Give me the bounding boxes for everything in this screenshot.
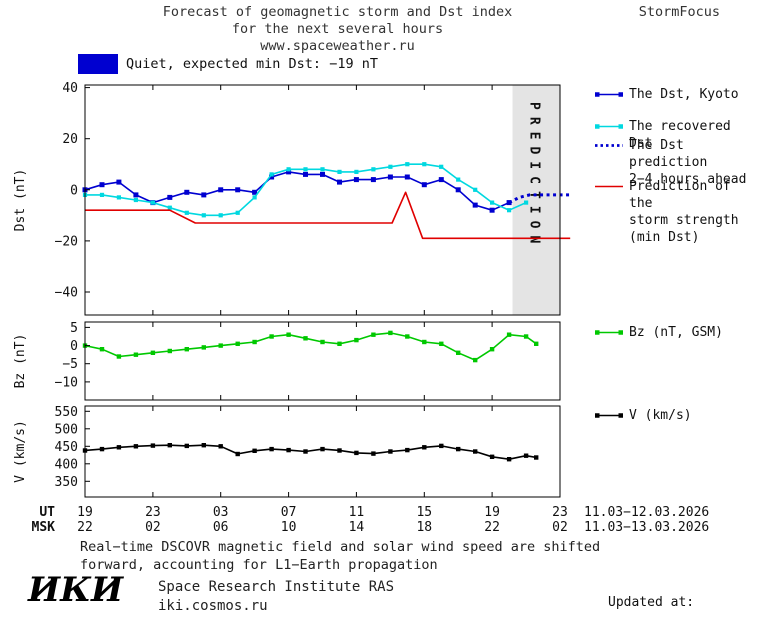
v-series — [84, 444, 537, 461]
title-line-1: Forecast of geomagnetic storm and Dst in… — [162, 4, 513, 20]
v-ytick-label: 500 — [55, 422, 78, 437]
ut-hour-label: 23 — [145, 505, 161, 520]
legend-entry-label: The Dst, Kyoto — [629, 87, 739, 102]
v-panel: 550 500 450 400 350 V (km/s) — [13, 405, 561, 498]
legend-entry-dst-prediction: The Dst prediction 2−4 hours ahead — [594, 137, 760, 188]
msk-hour-label: 06 — [213, 520, 229, 535]
ut-row-label: UT — [39, 505, 55, 520]
institute-site: iki.cosmos.ru — [158, 598, 268, 614]
iki-logo: ИКИ — [28, 570, 124, 610]
updated-block: Updated at: UT 19:05, 12.03.2026 MSK 22:… — [598, 560, 760, 620]
institute-block: Space Research Institute RAS iki.cosmos.… — [158, 578, 394, 616]
site-url: www.spaceweather.ru — [260, 38, 415, 54]
dst-ytick-label: 20 — [62, 132, 78, 147]
dst-ytick-label: 0 — [70, 183, 78, 198]
legend-entry-bz: Bz (nT, GSM) — [594, 324, 723, 341]
legend-entry-label: V (km/s) — [629, 408, 692, 423]
title-line-2: for the next several hours — [231, 21, 444, 37]
bz-plot-box — [84, 321, 561, 401]
bz-panel: 5 0 −5 −10 Bz (nT) — [13, 321, 561, 401]
legend-entry-storm-strength: Prediction of the storm strength (min Dst) — [594, 178, 760, 246]
legend-entry-v: V (km/s) — [594, 407, 692, 424]
institute-name: Space Research Institute RAS — [158, 579, 395, 595]
footnote-line-1: Real−time DSCOVR magnetic field and sola… — [80, 539, 601, 555]
msk-date-range: 11.03−13.03.2026 — [584, 520, 709, 535]
v-ytick-label: 350 — [55, 475, 78, 490]
footnote-line-2: forward, accounting for L1−Earth propaga… — [80, 557, 438, 573]
status-banner: Quiet, expected min Dst: −19 nT — [78, 54, 378, 74]
legend-entry-label: Bz (nT, GSM) — [629, 325, 723, 340]
v-legend-marker — [595, 413, 623, 418]
footnote: Real−time DSCOVR magnetic field and sola… — [80, 538, 600, 574]
msk-hour-label: 22 — [77, 520, 93, 535]
bz-ytick-label: −5 — [62, 357, 78, 372]
brand-stormfocus: StormFocus — [638, 4, 720, 20]
dst-prediction-series — [508, 193, 571, 204]
v-ytick-label: 400 — [55, 457, 78, 472]
ut-hour-label: 23 — [552, 505, 568, 520]
legend-entry-dst-kyoto: The Dst, Kyoto — [594, 86, 739, 103]
msk-hour-label: 14 — [349, 520, 365, 535]
v-ylabel: V (km/s) — [13, 420, 28, 483]
bz-ytick-label: 0 — [70, 339, 78, 354]
bz-ytick-label: −10 — [55, 375, 78, 390]
dst-ytick-label: 40 — [62, 81, 78, 96]
bz-legend-marker — [595, 330, 623, 335]
v-ytick-label: 550 — [55, 405, 78, 420]
ut-hour-label: 19 — [77, 505, 93, 520]
storm-strength-series — [85, 191, 571, 240]
dst-panel: PREDICTION 40 20 0 −20 −40 Dst (nT) — [13, 81, 571, 316]
msk-hour-label: 10 — [281, 520, 297, 535]
status-banner-text: Quiet, expected min Dst: −19 nT — [126, 56, 378, 72]
prediction-band-label: PREDICTION — [527, 102, 542, 250]
ut-hour-label: 15 — [416, 505, 432, 520]
charts-canvas: PREDICTION 40 20 0 −20 −40 Dst (nT) 5 0 −5 −10 Bz (… — [13, 81, 710, 535]
msk-row-label: MSK — [32, 520, 56, 535]
msk-hour-label: 02 — [145, 520, 161, 535]
updated-at-label: Updated at: — [608, 595, 695, 610]
ut-hour-label: 11 — [349, 505, 365, 520]
legend-entry-label: The Dst prediction 2−4 hours ahead — [629, 138, 747, 187]
dst-plot-box — [84, 84, 561, 316]
msk-hour-label: 22 — [484, 520, 500, 535]
v-ytick-label: 450 — [55, 440, 78, 455]
legend-entry-label: The recovered Dst — [629, 119, 731, 151]
legend-entry-dst-recovered: The recovered Dst — [594, 118, 760, 152]
page-title: Forecast of geomagnetic storm and Dst in… — [85, 4, 590, 55]
quiet-level-swatch — [78, 54, 118, 74]
ut-hour-label: 19 — [484, 505, 500, 520]
prediction-band — [512, 85, 560, 315]
dst-kyoto-series — [84, 171, 510, 211]
ut-date-range: 11.03−12.03.2026 — [584, 505, 709, 520]
dst-prediction-legend-marker — [595, 144, 623, 147]
dst-recovered-legend-marker — [595, 124, 623, 129]
bz-ylabel: Bz (nT) — [13, 334, 28, 389]
dst-ylabel: Dst (nT) — [13, 169, 28, 232]
legend-entry-label: Prediction of the storm strength (min Dst) — [629, 179, 739, 245]
msk-hour-label: 18 — [416, 520, 432, 535]
storm-strength-legend-marker — [595, 185, 623, 188]
ut-hour-label: 07 — [281, 505, 297, 520]
chart-legend: The Dst, Kyoto The recovered Dst The Dst p… — [594, 0, 760, 440]
bz-ytick-label: 5 — [70, 321, 78, 336]
v-plot-box — [84, 405, 561, 498]
dst-ytick-label: −40 — [55, 286, 78, 301]
ut-hour-label: 03 — [213, 505, 229, 520]
dst-kyoto-legend-marker — [595, 92, 623, 97]
bz-series — [84, 332, 537, 361]
dst-ytick-label: −20 — [55, 234, 78, 249]
msk-hour-label: 02 — [552, 520, 568, 535]
